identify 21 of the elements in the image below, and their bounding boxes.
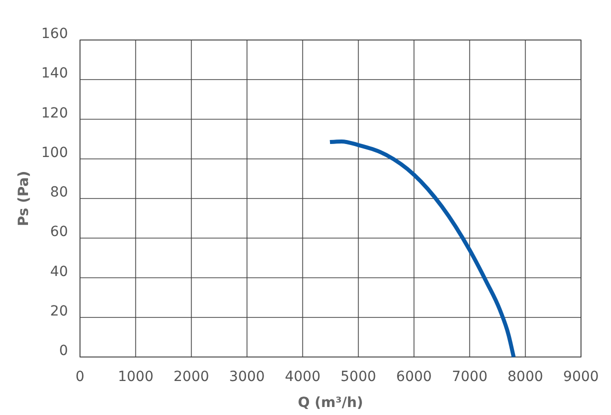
y-tick-label: 120 [41,105,68,122]
y-tick-label: 40 [50,264,68,280]
y-tick-label: 140 [41,66,68,82]
x-tick-label: 7000 [452,369,488,385]
x-tick-label: 0 [76,369,84,385]
x-tick-label: 9000 [563,369,599,385]
x-tick-label: 4000 [284,369,320,385]
y-tick-label: 100 [41,144,68,161]
x-axis-title: Q (m³/h) [298,395,364,411]
x-tick-label: 1000 [118,369,154,385]
y-tick-label: 0 [59,343,68,359]
y-tick-label: 160 [41,26,68,42]
x-tick-label: 5000 [340,369,376,385]
y-tick-label: 60 [50,224,68,240]
y-tick-label: 80 [50,184,68,200]
x-tick-label: 6000 [396,369,432,385]
y-axis-title: Ps (Pa) [16,170,32,226]
x-tick-label: 2000 [174,369,210,385]
y-tick-label: 20 [50,303,68,320]
x-tick-label: 8000 [508,369,544,385]
x-tick-label: 3000 [229,369,265,385]
